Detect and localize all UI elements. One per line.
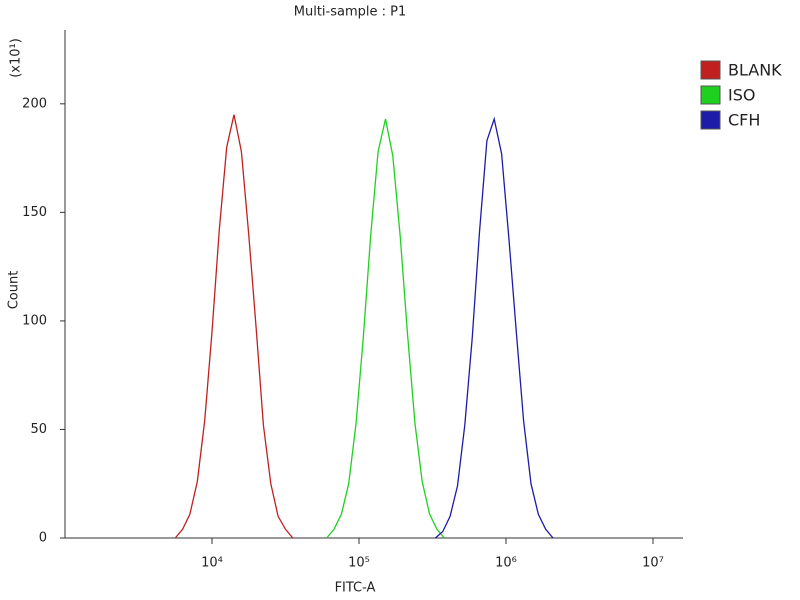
y-multiplier: (x10¹) xyxy=(9,38,24,78)
y-axis-label: Count xyxy=(7,271,22,310)
histogram-line xyxy=(326,118,445,539)
x-tick-label: 10⁶ xyxy=(495,556,517,571)
y-tick-label: 200 xyxy=(22,96,47,111)
legend-swatch xyxy=(700,85,721,105)
y-tick-label: 50 xyxy=(30,422,47,437)
chart-title: Multi-sample : P1 xyxy=(294,5,407,20)
legend-label: BLANK xyxy=(728,61,782,80)
legend-swatch xyxy=(700,110,721,130)
x-tick-label: 10⁵ xyxy=(348,556,370,571)
legend-swatch xyxy=(700,60,721,80)
histogram-line xyxy=(174,114,294,539)
y-tick-label: 100 xyxy=(22,313,47,328)
y-tick-label: 0 xyxy=(39,531,47,546)
x-axis-label: FITC-A xyxy=(335,581,376,596)
legend-label: CFH xyxy=(728,111,760,130)
x-tick-label: 10⁷ xyxy=(642,556,664,571)
histogram-line xyxy=(434,116,554,539)
legend-label: ISO xyxy=(728,86,755,105)
y-tick-label: 150 xyxy=(22,205,47,220)
x-tick-label: 10⁴ xyxy=(201,556,223,571)
